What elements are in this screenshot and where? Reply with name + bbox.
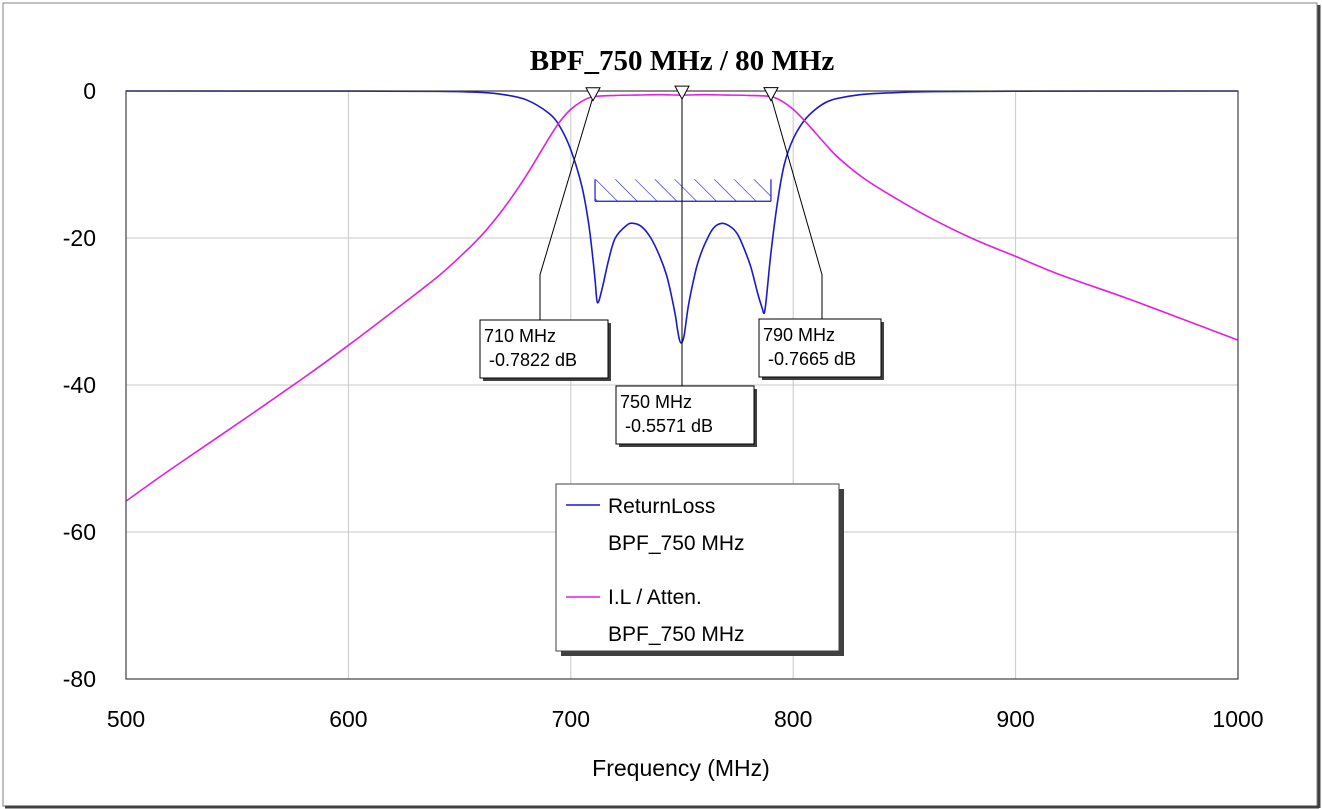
marker-freq-label-1: 750 MHz: [620, 392, 692, 412]
legend-label-il-atten-2: BPF_750 MHz: [608, 623, 745, 646]
series-return-loss: [125, 90, 1239, 344]
x-axis-ticks: 500 600 700 800 900 1000: [107, 706, 1264, 732]
legend-label-return-loss-2: BPF_750 MHz: [608, 532, 745, 555]
marker-triangle-0: [585, 87, 601, 102]
spec-mask: [594, 179, 772, 202]
marker-box-2: [758, 318, 882, 378]
legend-label-return-loss-1: ReturnLoss: [608, 495, 715, 518]
legend: ReturnLoss BPF_750 MHz I.L / Atten. BPF_…: [555, 483, 844, 656]
marker-2: 790 MHz -0.7665 dB: [758, 87, 884, 380]
legend-label-il-atten-1: I.L / Atten.: [608, 586, 702, 609]
spec-mask-hatch: [595, 179, 771, 202]
y-tick-label-0: 0: [83, 78, 96, 104]
chart-title: BPF_750 MHz / 80 MHz: [530, 45, 835, 77]
y-tick-label-2: -40: [63, 372, 96, 398]
y-tick-label-3: -60: [63, 519, 96, 545]
marker-leader-2: [770, 96, 823, 319]
marker-freq-label-2: 790 MHz: [763, 325, 835, 345]
marker-freq-label-0: 710 MHz: [484, 326, 556, 346]
marker-value-label-0: -0.7822 dB: [484, 350, 577, 370]
legend-box: [555, 483, 840, 652]
y-axis-ticks: 0 -20 -40 -60 -80: [63, 78, 96, 692]
marker-triangle-1: [674, 85, 690, 101]
x-tick-label-3: 800: [774, 706, 812, 732]
marker-triangle-2: [763, 87, 779, 102]
x-tick-label-1: 600: [329, 706, 367, 732]
x-tick-label-2: 700: [552, 706, 590, 732]
marker-1: 750 MHz -0.5571 dB: [615, 85, 757, 447]
x-tick-label-0: 500: [107, 706, 145, 732]
marker-value-label-2: -0.7665 dB: [763, 349, 856, 369]
marker-box-0: [479, 319, 609, 379]
x-axis-label: Frequency (MHz): [592, 755, 770, 781]
y-tick-label-4: -80: [63, 666, 96, 692]
marker-leader-0: [539, 96, 594, 320]
x-tick-label-4: 900: [996, 706, 1034, 732]
marker-0: 710 MHz -0.7822 dB: [479, 87, 611, 381]
x-tick-label-5: 1000: [1212, 706, 1263, 732]
y-tick-label-1: -20: [63, 225, 96, 251]
marker-value-label-1: -0.5571 dB: [620, 416, 713, 436]
marker-box-1: [615, 385, 755, 445]
